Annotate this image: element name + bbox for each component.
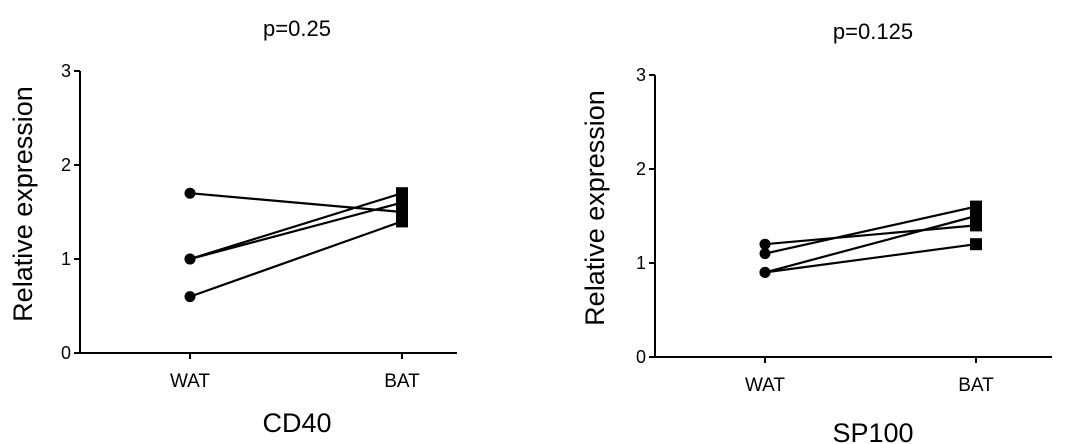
y-axis-title: Relative expression (580, 90, 610, 326)
wat-data-point (759, 238, 771, 250)
series-line (764, 224, 977, 246)
y-tick-label: 2 (61, 155, 71, 175)
series-line (189, 192, 403, 261)
bat-data-point (396, 215, 408, 228)
y-tick-label: 1 (636, 253, 646, 273)
bat-data-point (970, 219, 982, 232)
series-line (189, 201, 403, 261)
series-line (189, 220, 403, 298)
y-tick-label: 3 (636, 65, 646, 85)
wat-data-point (759, 248, 771, 260)
bat-data-point (396, 196, 408, 209)
bat-data-point (396, 206, 408, 218)
wat-data-point (759, 266, 771, 278)
wat-data-point (184, 291, 196, 303)
y-tick-label: 0 (636, 347, 646, 367)
x-category-label: WAT (745, 375, 785, 396)
series-line (764, 214, 977, 274)
series-line (189, 192, 403, 214)
y-tick-label: 1 (61, 249, 71, 269)
chart-panel-cd40: p=0.25 0 1 2 3 WAT BAT Relative expression CD40 (8, 16, 457, 438)
panel-title: CD40 (262, 408, 331, 438)
bat-data-point (396, 187, 408, 200)
wat-data-point (184, 253, 196, 265)
bat-data-point (970, 200, 982, 213)
x-category-label: BAT (958, 375, 994, 396)
chart-panel-sp100: p=0.125 0 1 2 3 WAT BAT Relative expression SP10… (580, 19, 1052, 444)
y-axis-title: Relative expression (8, 86, 38, 322)
panel-title: SP100 (832, 418, 913, 444)
p-value-label: p=0.25 (263, 16, 331, 41)
series-line (764, 243, 977, 274)
y-tick-label: 2 (636, 159, 646, 179)
bat-data-point (970, 210, 982, 222)
wat-data-point (184, 187, 196, 199)
series-line (764, 205, 977, 255)
x-category-label: BAT (384, 371, 420, 392)
x-category-label: WAT (170, 371, 210, 392)
bat-data-point (970, 238, 982, 251)
p-value-label: p=0.125 (833, 19, 913, 44)
y-tick-label: 0 (61, 343, 71, 363)
y-tick-label: 3 (61, 61, 71, 81)
